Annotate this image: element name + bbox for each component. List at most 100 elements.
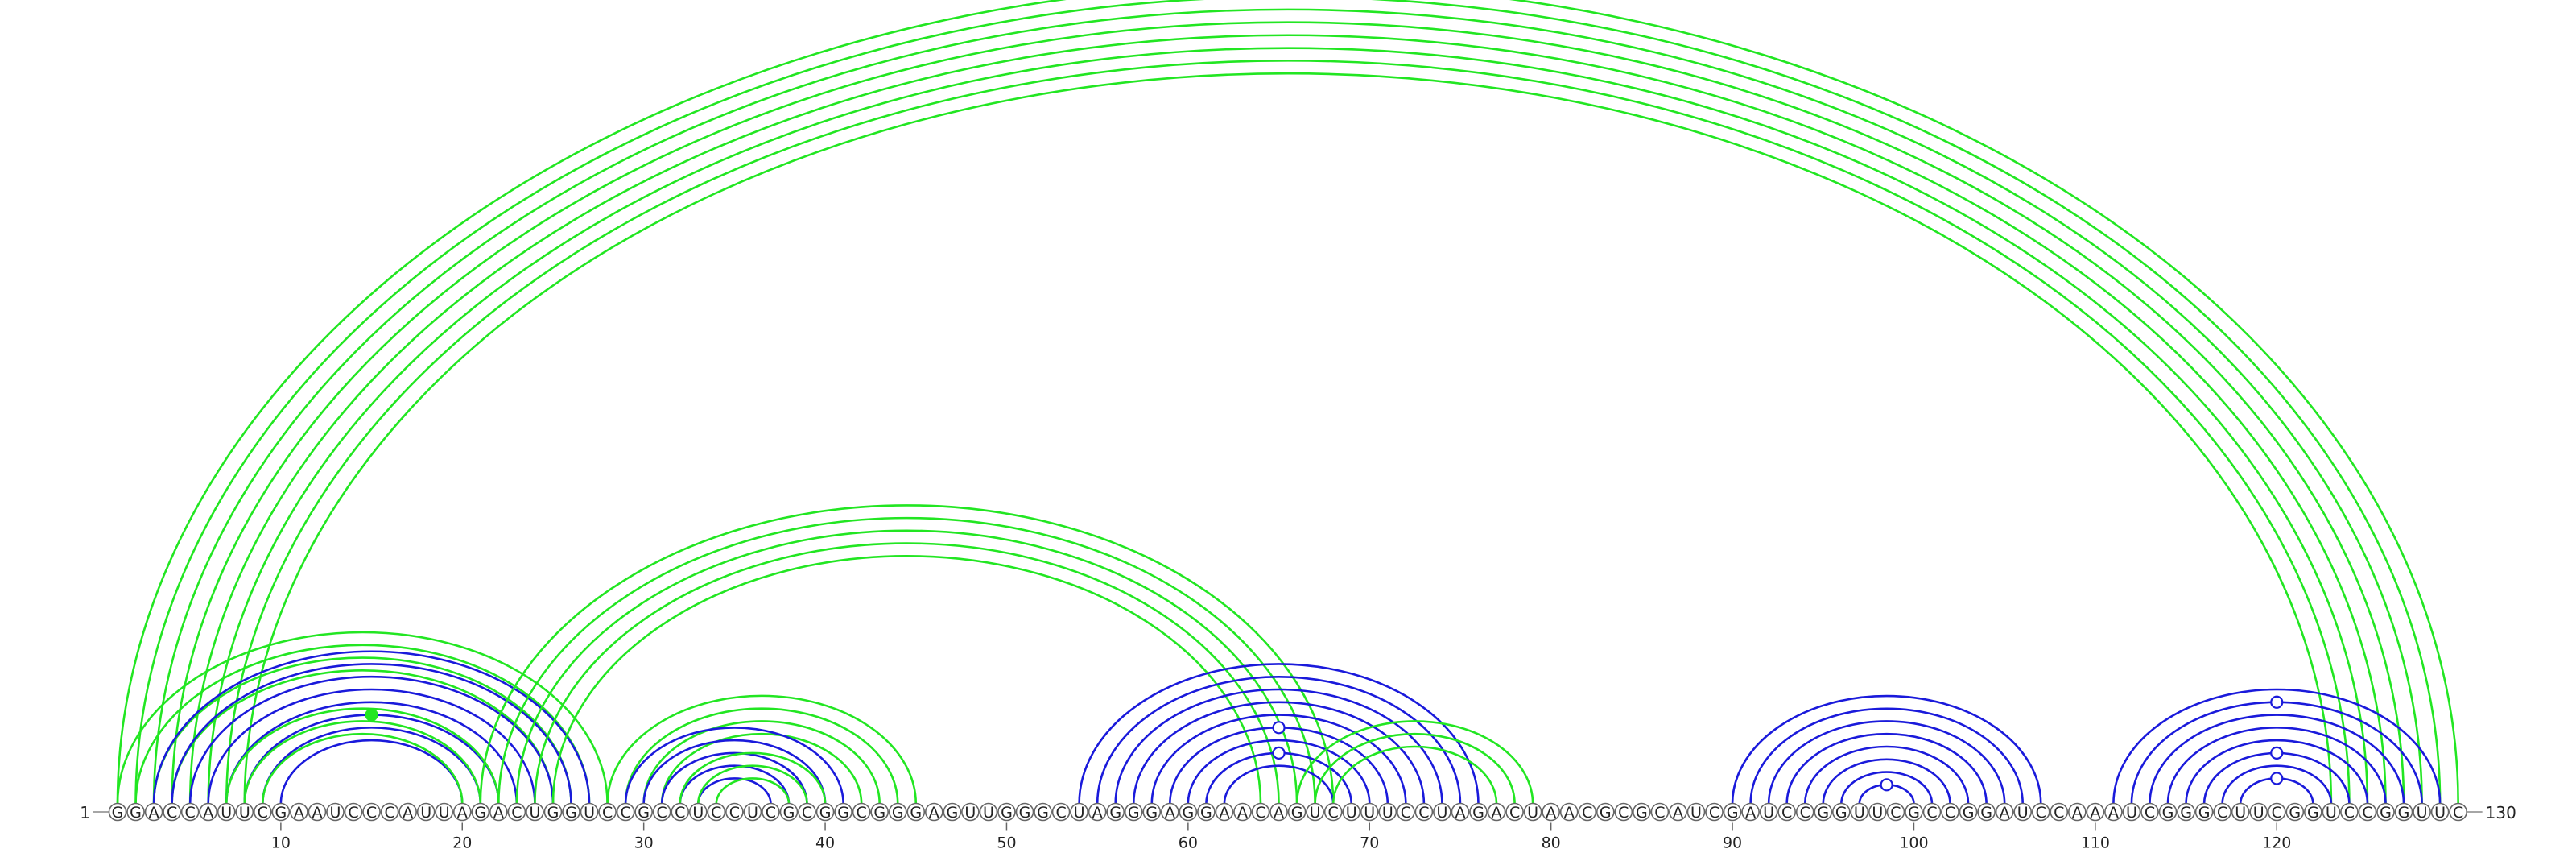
nucleotide: G <box>2304 802 2322 822</box>
nucleotide-circle <box>1070 802 1088 822</box>
base-pair-arc <box>696 764 808 805</box>
nucleotide-letter: G <box>1019 804 1031 822</box>
nucleotide-circle <box>1814 802 1833 822</box>
axis-tick-label: 90 <box>1723 834 1742 852</box>
nucleotide-letter: U <box>1382 804 1393 822</box>
nucleotide: U <box>979 802 998 822</box>
nucleotide-letter: A <box>1546 804 1556 822</box>
base-pair-arc <box>2221 764 2333 805</box>
nucleotide-circle <box>163 802 181 822</box>
nucleotide-letter: A <box>1092 804 1103 822</box>
nucleotide: U <box>1850 802 1869 822</box>
axis-tick-label: 110 <box>2081 834 2110 852</box>
nucleotide-circle <box>852 802 871 822</box>
nucleotide-letter: U <box>692 804 704 822</box>
nucleotide-circle <box>2322 802 2341 822</box>
nucleotide: C <box>2031 802 2050 822</box>
nucleotide-circle <box>1179 802 1198 822</box>
nucleotide-letter: C <box>511 804 522 822</box>
nucleotide-circle <box>2194 802 2214 822</box>
nucleotide: A <box>1269 802 1288 822</box>
nucleotide-circle <box>2122 802 2141 822</box>
nucleotide: C <box>2140 802 2159 822</box>
nucleotide-letter: C <box>657 804 667 822</box>
nucleotide-letter: C <box>2272 804 2282 822</box>
nucleotide-letter: U <box>747 804 758 822</box>
nucleotide-circle <box>452 802 472 822</box>
nucleotide-circle <box>1215 802 1234 822</box>
nucleotide-letter: C <box>2453 804 2463 822</box>
nucleotide-letter: C <box>1781 804 1792 822</box>
nucleotide-letter: U <box>1364 804 1375 822</box>
nucleotide-circle <box>798 802 816 822</box>
nucleotide: G <box>562 802 580 822</box>
nucleotide: A <box>2068 802 2087 822</box>
nucleotide-letter: C <box>711 804 721 822</box>
nucleotide-letter: A <box>2072 804 2083 822</box>
base-pair-arc <box>116 0 2459 805</box>
nucleotide-letter: G <box>2198 804 2211 822</box>
nucleotide: G <box>1106 802 1125 822</box>
nucleotide-letter: G <box>565 804 577 822</box>
nucleotide-letter: U <box>983 804 994 822</box>
nucleotide: G <box>1287 802 1307 822</box>
nucleotide-circle <box>1088 802 1107 822</box>
nucleotide: G <box>1723 802 1742 822</box>
base-pair-arc <box>696 777 772 805</box>
nucleotide-letter: C <box>384 804 394 822</box>
nucleotide-circle <box>888 802 907 822</box>
nucleotide: G <box>815 802 835 822</box>
nucleotide-letter: C <box>1890 804 1901 822</box>
base-pair-arc <box>152 8 2423 805</box>
nucleotide-letter: C <box>348 804 358 822</box>
nucleotide-circle <box>2213 802 2231 822</box>
base-pair-arc <box>1150 714 1407 805</box>
nucleotide-letter: A <box>929 804 939 822</box>
arc-marker <box>1272 721 1286 735</box>
nucleotide-circle <box>271 802 291 822</box>
nucleotide-circle <box>1306 802 1324 822</box>
nucleotide-circle <box>688 802 708 822</box>
nucleotide: U <box>961 802 980 822</box>
nucleotide-letter: G <box>130 804 142 822</box>
nucleotide: U <box>2013 802 2032 822</box>
nucleotide: A <box>452 802 472 822</box>
nucleotide-letter: C <box>1618 804 1629 822</box>
nucleotide-circle <box>2158 802 2178 822</box>
nucleotide-letter: C <box>167 804 177 822</box>
base-pair-arc <box>642 739 827 805</box>
nucleotide: U <box>1070 802 1088 822</box>
nucleotide-circle <box>652 802 671 822</box>
nucleotide-letter: C <box>366 804 377 822</box>
nucleotide-circle <box>1015 802 1034 822</box>
nucleotide: U <box>326 802 345 822</box>
nucleotide-letter: U <box>1872 804 1883 822</box>
nucleotide: A <box>1669 802 1687 822</box>
nucleotide: A <box>489 802 508 822</box>
nucleotide-letter: G <box>1963 804 1975 822</box>
nucleotide-letter: G <box>1291 804 1303 822</box>
nucleotide-letter: G <box>1835 804 1847 822</box>
nucleotide-letter: G <box>1146 804 1158 822</box>
nucleotide-circle <box>834 802 852 822</box>
nucleotide-circle <box>1523 802 1542 822</box>
nucleotide-letter: G <box>474 804 486 822</box>
nucleotide-letter: C <box>802 804 812 822</box>
nucleotide: U <box>743 802 762 822</box>
nucleotide-circle <box>1051 802 1071 822</box>
nucleotide-circle <box>1414 802 1434 822</box>
nucleotide-circle <box>326 802 345 822</box>
nucleotide-circle <box>1850 802 1869 822</box>
nucleotide-letter: G <box>892 804 904 822</box>
nucleotide-circle <box>1106 802 1125 822</box>
nucleotide: C <box>1650 802 1670 822</box>
nucleotide: C <box>1251 802 1270 822</box>
base-pair-arc <box>515 529 1298 805</box>
nucleotide-circle <box>1886 802 1905 822</box>
nucleotide: U <box>1342 802 1361 822</box>
nucleotide: A <box>1559 802 1579 822</box>
nucleotide-letter: G <box>946 804 958 822</box>
nucleotide-circle <box>2177 802 2195 822</box>
nucleotide-circle <box>1323 802 1343 822</box>
nucleotide: G <box>1142 802 1162 822</box>
